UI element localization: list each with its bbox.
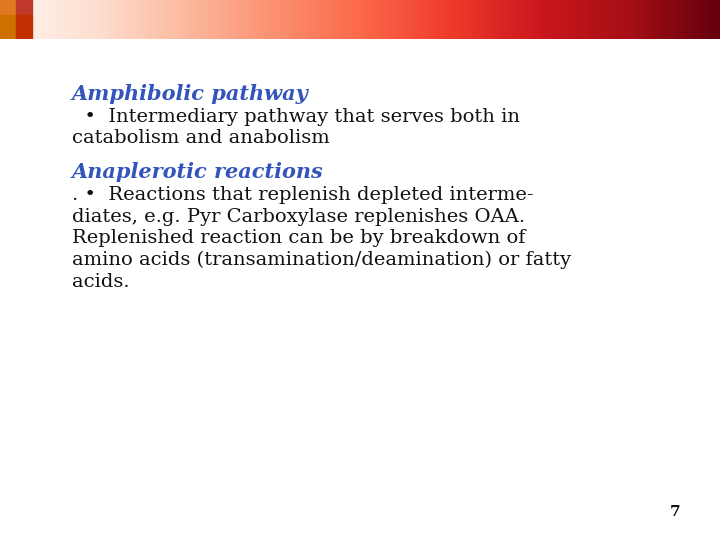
Text: diates, e.g. Pyr Carboxylase replenishes OAA.: diates, e.g. Pyr Carboxylase replenishes… [72,208,525,226]
Text: •  Intermediary pathway that serves both in: • Intermediary pathway that serves both … [72,108,520,126]
Text: Amphibolic pathway: Amphibolic pathway [72,84,309,104]
Text: catabolism and anabolism: catabolism and anabolism [72,129,330,146]
Text: Anaplerotic reactions: Anaplerotic reactions [72,162,324,182]
Bar [16,0,32,15]
Text: . •  Reactions that replenish depleted interme-: . • Reactions that replenish depleted in… [72,186,534,204]
Bar [16,15,32,39]
Bar [0,15,16,39]
Bar [0,0,16,15]
Text: Replenished reaction can be by breakdown of: Replenished reaction can be by breakdown… [72,230,526,247]
Text: amino acids (transamination/deamination) or fatty: amino acids (transamination/deamination)… [72,251,571,269]
Text: acids.: acids. [72,273,130,291]
Text: 7: 7 [670,505,680,519]
